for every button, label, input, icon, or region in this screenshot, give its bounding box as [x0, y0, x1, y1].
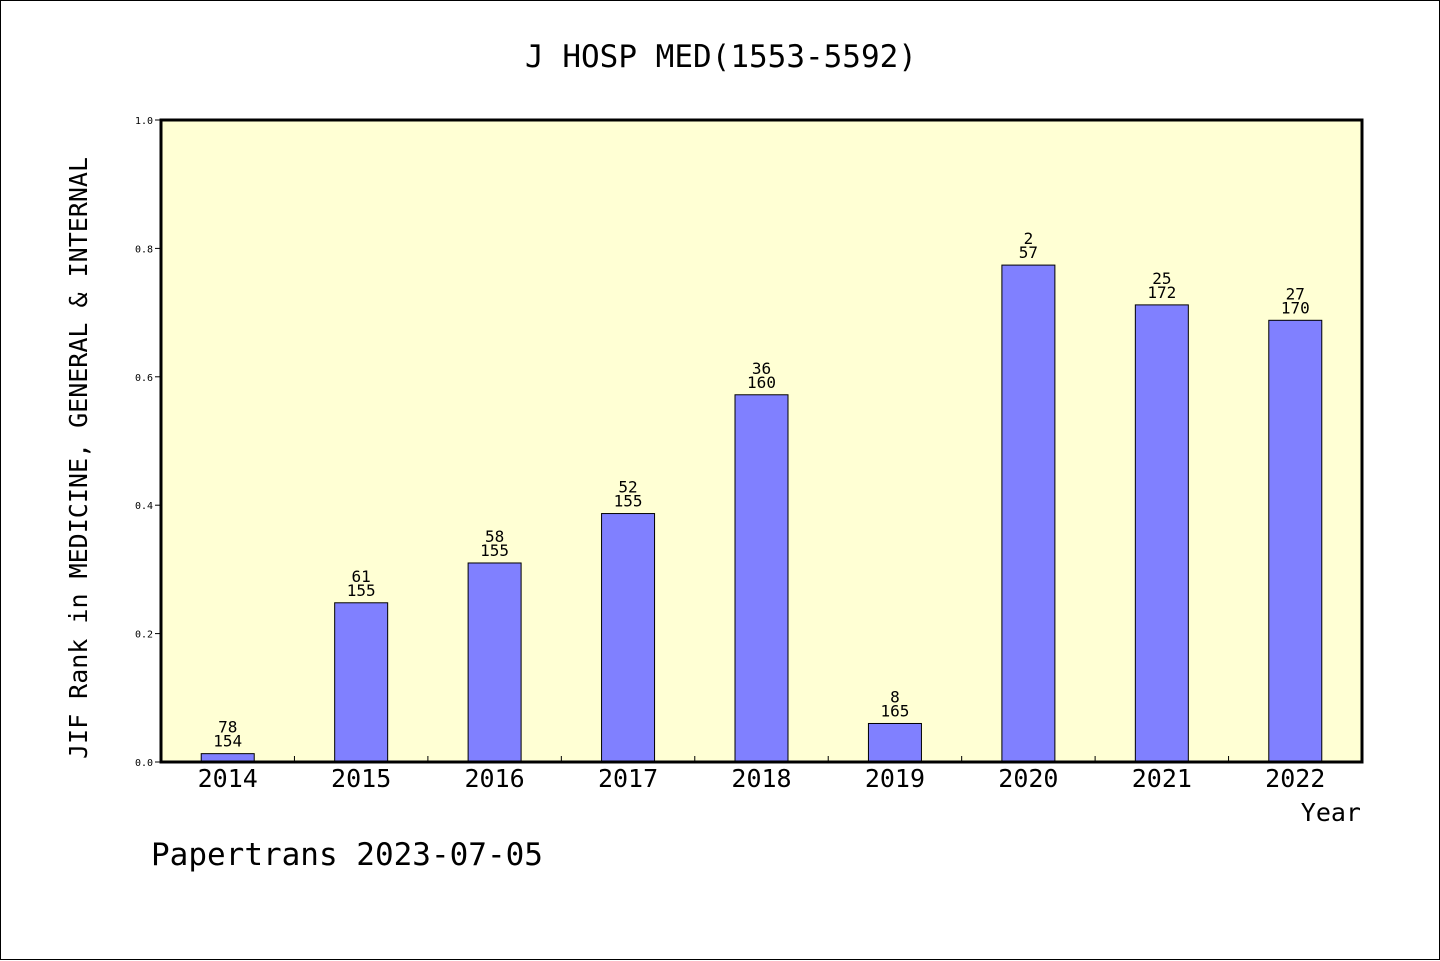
rank-label-2014: 78: [218, 718, 237, 737]
x-tick-label-2016: 2016: [465, 764, 525, 793]
y-tick-label: 0.8: [135, 244, 153, 255]
x-tick-label-2014: 2014: [198, 764, 258, 793]
total-label-2021: 172: [1147, 283, 1176, 302]
x-tick-label-2018: 2018: [731, 764, 791, 793]
bar-2022: [1268, 319, 1323, 763]
total-label-2019: 165: [880, 701, 909, 720]
rank-label-2022: 27: [1286, 284, 1305, 303]
x-tick-label-2022: 2022: [1265, 764, 1325, 793]
chart-title: J HOSP MED(1553-5592): [525, 39, 917, 75]
y-tick-label: 0.4: [135, 501, 153, 512]
bar-2021: [1134, 304, 1189, 763]
bar-2020: [1001, 264, 1056, 763]
y-tick-label: 0.0: [135, 758, 153, 769]
x-tick-label-2017: 2017: [598, 764, 658, 793]
total-label-2016: 155: [480, 541, 509, 560]
x-tick-label-2020: 2020: [998, 764, 1058, 793]
bar-2015: [334, 602, 389, 763]
rank-label-2021: 25: [1152, 269, 1171, 288]
y-tick-label: 0.6: [135, 373, 153, 384]
total-label-2022: 170: [1281, 298, 1310, 317]
x-axis-label: Year: [1301, 798, 1361, 827]
rank-label-2017: 52: [618, 478, 637, 497]
bar-2018: [734, 394, 789, 763]
rank-label-2019: 8: [890, 687, 900, 706]
total-label-2014: 154: [213, 732, 242, 751]
y-tick-label: 1.0: [135, 116, 153, 127]
rank-label-2015: 61: [352, 567, 371, 586]
watermark-text: Papertrans 2023-07-05: [151, 837, 543, 873]
rank-label-2016: 58: [485, 527, 504, 546]
x-tick-label-2019: 2019: [865, 764, 925, 793]
y-axis-ticks: 0.0 0.2 0.4 0.6 0.8 1.0: [135, 116, 161, 769]
x-tick-label-2021: 2021: [1132, 764, 1192, 793]
y-tick-label: 0.2: [135, 630, 153, 641]
x-tick-label-2015: 2015: [331, 764, 391, 793]
total-label-2020: 57: [1019, 243, 1038, 262]
bar-2017: [601, 513, 656, 763]
total-label-2017: 155: [614, 492, 643, 511]
bar-group: [200, 264, 1323, 763]
rank-label-2020: 2: [1024, 229, 1034, 248]
plot-border: [159, 118, 1364, 764]
bar-2016: [467, 562, 522, 763]
bar-2019: [867, 722, 922, 763]
x-axis-ticks: 2014 2015 2016 2017 2018 2019 2020 2021 2022: [198, 756, 1325, 793]
total-label-2018: 160: [747, 373, 776, 392]
total-label-2015: 155: [347, 581, 376, 600]
rank-label-2018: 36: [752, 359, 771, 378]
y-axis-label: JIF Rank in MEDICINE, GENERAL & INTERNAL: [64, 157, 93, 759]
